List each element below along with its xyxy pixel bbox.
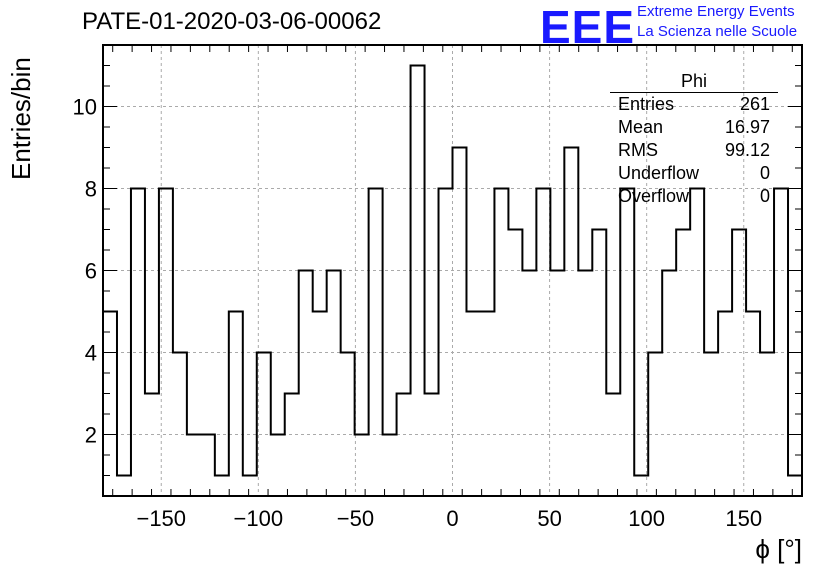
histogram-bin	[690, 189, 704, 497]
stats-value: 16.97	[724, 117, 770, 137]
x-tick-label: −100	[234, 506, 284, 531]
histogram-bin	[341, 353, 355, 497]
histogram-bin	[131, 189, 145, 497]
histogram-bin	[439, 189, 453, 497]
x-tick-label: 0	[446, 506, 458, 531]
stats-label: Underflow	[618, 163, 700, 183]
histogram-bin	[411, 66, 425, 497]
logo-caption-line2: La Scienza nelle Scuole	[637, 23, 798, 40]
histogram-outline	[102, 64, 803, 496]
x-tick-label: 100	[628, 506, 665, 531]
histogram-bin	[299, 271, 313, 497]
histogram-bin	[494, 189, 508, 497]
histogram-bin	[760, 353, 774, 497]
histogram-bin	[327, 271, 341, 497]
histogram-bin	[480, 312, 494, 497]
stats-title: Phi	[610, 70, 778, 93]
histogram-bin	[145, 394, 159, 497]
eee-logo: EEE	[540, 1, 636, 53]
histogram-bin	[648, 353, 662, 497]
stats-row-entries: Entries 261	[610, 93, 778, 116]
stats-row-rms: RMS 99.12	[610, 139, 778, 162]
histogram-bin	[215, 476, 229, 497]
histogram-bin	[592, 230, 606, 497]
histogram-bin	[383, 435, 397, 497]
logo-caption-line1: Extreme Energy Events	[637, 3, 795, 20]
x-axis-label: ϕ [°]	[755, 534, 802, 564]
histogram-bin	[508, 230, 522, 497]
histogram-bin	[774, 189, 788, 497]
histogram-bin	[187, 435, 201, 497]
stats-label: Mean	[618, 117, 664, 137]
histogram-bin	[201, 435, 215, 497]
histogram-bin	[466, 312, 480, 497]
histogram-bin	[313, 312, 327, 497]
histogram-bin	[425, 394, 439, 497]
y-tick-label: 8	[85, 177, 97, 202]
stats-label: Overflow	[618, 186, 690, 206]
histogram-bin	[788, 476, 802, 497]
histogram-bins	[102, 64, 803, 497]
tick-labels: −150 −100 −50 0 50 100 150 2 4 6 8 10	[73, 95, 763, 532]
histogram-bin	[620, 189, 634, 497]
grid-lines	[103, 45, 802, 496]
stats-value: 99.12	[724, 140, 770, 160]
stats-value: 261	[739, 94, 770, 114]
x-tick-label: −150	[136, 506, 186, 531]
axis-ticks	[103, 45, 802, 496]
histogram-bin	[718, 312, 732, 497]
histogram-bin	[369, 189, 383, 497]
histogram-bin	[746, 312, 760, 497]
histogram-bin	[159, 189, 173, 497]
histogram-bin	[536, 189, 550, 497]
histogram-bin	[676, 230, 690, 497]
histogram-bin	[564, 148, 578, 497]
stats-row-underflow: Underflow 0	[610, 162, 778, 185]
histogram-bin	[173, 353, 187, 497]
histogram-bin	[271, 435, 285, 497]
x-tick-label: 150	[725, 506, 762, 531]
stats-value: 0	[759, 186, 770, 206]
histogram-bin	[522, 271, 536, 497]
histogram-bin	[578, 271, 592, 497]
y-tick-label: 2	[85, 423, 97, 448]
histogram-bin	[634, 476, 648, 497]
y-tick-label: 4	[85, 341, 97, 366]
histogram-bin	[662, 271, 676, 497]
histogram-bin	[453, 148, 467, 497]
stats-row-overflow: Overflow 0	[610, 185, 778, 208]
x-tick-label: 50	[537, 506, 561, 531]
histogram-bin	[103, 312, 117, 497]
y-axis-label: Entries/bin	[6, 57, 36, 180]
histogram-bin	[550, 271, 564, 497]
y-tick-label: 6	[85, 259, 97, 284]
y-tick-label: 10	[73, 95, 97, 120]
histogram-bin	[704, 353, 718, 497]
histogram-bin	[229, 312, 243, 497]
stats-label: RMS	[618, 140, 658, 160]
histogram-bin	[732, 230, 746, 497]
histogram-bin	[257, 353, 271, 497]
stats-label: Entries	[618, 94, 675, 114]
stats-value: 0	[759, 163, 770, 183]
stats-box: Phi Entries 261 Mean 16.97 RMS 99.12 Und…	[610, 70, 778, 208]
chart-title: PATE-01-2020-03-06-00062	[82, 8, 382, 35]
histogram-bin	[355, 435, 369, 497]
histogram-bin	[243, 476, 257, 497]
histogram-bin	[285, 394, 299, 497]
x-tick-label: −50	[337, 506, 374, 531]
histogram-bin	[117, 476, 131, 497]
histogram-bin	[397, 394, 411, 497]
stats-row-mean: Mean 16.97	[610, 116, 778, 139]
histogram-bin	[606, 394, 620, 497]
